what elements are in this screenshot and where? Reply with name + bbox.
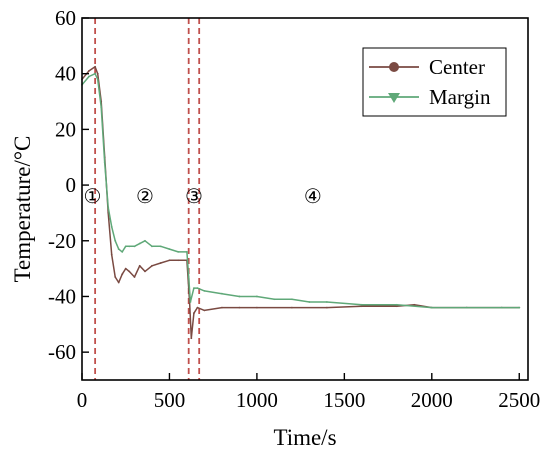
data-point-margin	[144, 239, 146, 242]
data-point-center	[196, 306, 199, 309]
data-point-margin	[107, 206, 110, 209]
data-point-center	[168, 259, 171, 262]
data-point-margin	[88, 75, 90, 78]
data-point-center	[290, 306, 293, 309]
x-tick-label: 1000	[236, 388, 278, 412]
data-point-center	[177, 259, 180, 262]
legend-marker-circle	[389, 62, 399, 72]
x-tick-label: 2500	[498, 388, 540, 412]
data-point-center	[159, 262, 162, 264]
y-tick-label: 20	[55, 117, 76, 141]
legend-entries: Center Margin	[369, 55, 491, 109]
data-point-center	[94, 65, 97, 68]
data-point-center	[114, 276, 117, 278]
data-point-center	[117, 281, 120, 284]
x-tick-label: 500	[154, 388, 186, 412]
data-point-center	[256, 306, 258, 309]
data-point-center	[133, 276, 136, 278]
data-point-margin	[124, 245, 127, 248]
x-tick-label: 0	[77, 388, 88, 412]
series-layer	[81, 65, 521, 340]
series-line-center	[81, 65, 520, 339]
y-axis-title: Temperature/°C	[10, 136, 35, 283]
data-point-center	[121, 273, 124, 276]
data-point-center	[413, 303, 416, 306]
region-lines	[94, 18, 201, 380]
data-point-center	[193, 312, 195, 315]
axis-ticks: 0 500 1000 1500 2000 2500 60 40 20 0 -20 -40 -60	[48, 6, 540, 412]
data-point-center	[96, 72, 99, 75]
data-point-center	[221, 306, 223, 309]
legend: Center Margin	[362, 47, 507, 117]
data-point-margin	[193, 287, 195, 290]
data-point-center	[144, 270, 146, 273]
data-point-margin	[100, 106, 103, 109]
region-label: ④	[304, 184, 322, 208]
plot-frame	[81, 17, 529, 381]
legend-label: Center	[429, 55, 485, 79]
data-point-margin	[151, 245, 153, 248]
data-point-margin	[138, 242, 141, 245]
y-tick-label: 0	[66, 173, 77, 197]
data-point-center	[190, 337, 193, 340]
data-point-center	[88, 70, 90, 72]
data-point-margin	[308, 301, 311, 303]
data-point-margin	[221, 292, 223, 295]
legend-box	[362, 47, 507, 117]
data-point-margin	[94, 72, 97, 75]
data-point-margin	[117, 248, 120, 251]
data-point-center	[128, 270, 131, 273]
data-point-margin	[325, 301, 328, 303]
data-point-margin	[196, 287, 199, 290]
data-point-center	[395, 305, 398, 308]
data-point-margin	[121, 251, 124, 253]
data-point-margin	[360, 303, 363, 306]
data-point-margin	[290, 298, 293, 301]
region-label: ②	[136, 184, 154, 208]
data-point-center	[138, 264, 141, 267]
data-point-margin	[189, 301, 192, 303]
data-point-margin	[238, 295, 241, 298]
data-point-margin	[430, 306, 433, 309]
y-tick-label: -60	[48, 340, 76, 364]
region-label: ③	[185, 184, 203, 208]
data-point-margin	[128, 245, 131, 248]
data-point-margin	[256, 295, 258, 298]
data-point-center	[151, 264, 153, 267]
y-tick-label: 40	[55, 62, 76, 86]
data-point-margin	[395, 303, 398, 306]
data-point-margin	[96, 78, 99, 81]
data-point-center	[238, 306, 241, 309]
data-point-center	[110, 253, 113, 256]
region-label: ①	[84, 184, 102, 208]
data-point-margin	[103, 161, 106, 164]
region-labels: ① ② ③ ④	[84, 184, 322, 208]
data-point-margin	[187, 276, 190, 278]
x-tick-label: 2000	[411, 388, 453, 412]
y-tick-label: 60	[55, 6, 76, 30]
data-point-margin	[273, 298, 276, 301]
data-point-margin	[518, 306, 521, 309]
x-axis-title: Time/s	[273, 425, 336, 450]
data-point-margin	[114, 239, 117, 242]
data-point-margin	[133, 245, 136, 248]
data-point-margin	[168, 248, 171, 251]
x-tick-label: 1500	[323, 388, 365, 412]
data-point-margin	[500, 306, 503, 309]
data-point-center	[325, 306, 328, 309]
legend-label: Margin	[429, 85, 491, 109]
y-tick-label: -20	[48, 229, 76, 253]
y-tick-label: -40	[48, 284, 76, 308]
data-point-center	[203, 309, 206, 312]
data-point-margin	[186, 251, 188, 253]
data-point-margin	[110, 225, 113, 228]
data-point-margin	[177, 251, 180, 253]
data-point-margin	[465, 306, 468, 309]
data-point-center	[360, 305, 363, 308]
data-point-margin	[159, 245, 162, 248]
data-point-center	[124, 267, 127, 270]
data-point-margin	[203, 289, 206, 292]
legend-marker-triangle	[388, 93, 400, 103]
